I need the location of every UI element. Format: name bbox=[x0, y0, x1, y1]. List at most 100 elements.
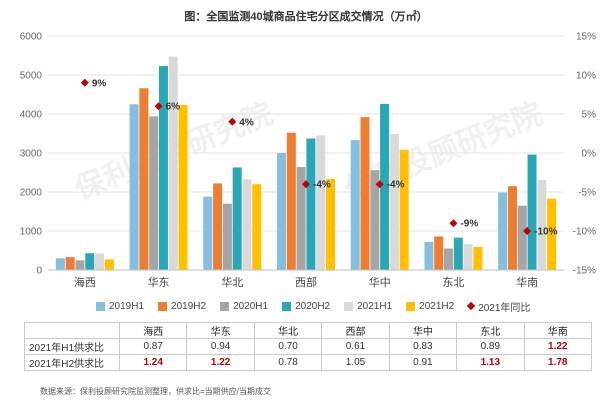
table-cell: 0.94 bbox=[186, 338, 255, 355]
legend-swatch bbox=[96, 301, 105, 311]
bar-2020H1 bbox=[75, 260, 85, 270]
yoy-marker bbox=[80, 78, 89, 87]
category-label: 华北 bbox=[221, 275, 243, 289]
yoy-marker bbox=[523, 227, 532, 235]
bar-2020H2 bbox=[158, 66, 168, 270]
yoy-marker bbox=[375, 180, 384, 189]
legend-item-yoy: 2021年同比 bbox=[466, 299, 531, 314]
y2-tick-label: 0% bbox=[582, 149, 597, 160]
table-column-header: 西部 bbox=[321, 322, 390, 339]
bar-2020H1 bbox=[222, 203, 232, 270]
legend-swatch bbox=[220, 301, 230, 311]
table-cell: 0.89 bbox=[456, 338, 525, 355]
table-corner-cell bbox=[24, 322, 120, 339]
bar-2020H1 bbox=[296, 167, 306, 270]
legend-swatch bbox=[158, 301, 168, 311]
bar-2021H1 bbox=[463, 244, 473, 270]
y2-tick-label: 5% bbox=[582, 110, 597, 121]
bar-2020H2 bbox=[85, 253, 95, 270]
bar-2021H1 bbox=[242, 179, 252, 270]
legend: 2019H1 2019H2 2020H1 2020H2 2021H1 2021H2 2021… bbox=[96, 298, 596, 314]
y-tick-label: 5000 bbox=[20, 71, 43, 82]
bar-2021H2 bbox=[399, 149, 409, 270]
y2-tick-label: 15% bbox=[576, 32, 596, 43]
table-cell: 0.78 bbox=[253, 354, 323, 371]
table-row-label: 2021年H2供求比 bbox=[24, 354, 120, 371]
table-column-header: 华北 bbox=[253, 322, 323, 339]
bar-2021H2 bbox=[252, 184, 262, 270]
table-row: 2021年H1供求比 0.87 0.94 0.70 0.61 0.83 0.89 1.22 bbox=[24, 338, 593, 355]
bar-2019H2 bbox=[434, 236, 444, 270]
y-tick-label: 2000 bbox=[20, 188, 43, 199]
yoy-marker bbox=[449, 219, 458, 228]
yoy-label: -4% bbox=[313, 180, 331, 191]
legend-item-2019H2: 2019H2 bbox=[158, 301, 206, 312]
legend-swatch bbox=[406, 301, 416, 311]
legend-diamond-icon bbox=[466, 301, 476, 311]
table-column-header: 华中 bbox=[388, 322, 458, 339]
table-column-header: 东北 bbox=[456, 322, 525, 339]
bar-2021H2 bbox=[178, 105, 188, 270]
axes: 0 1000 2000 3000 4000 5000 6000 -15% -10% -5% 0% 5%… bbox=[20, 32, 596, 290]
bar-2020H2 bbox=[380, 103, 390, 270]
legend-label: 2019H1 bbox=[109, 300, 145, 312]
y-tick-label: 0 bbox=[36, 266, 42, 277]
table-column-header: 海西 bbox=[118, 322, 188, 339]
legend-label: 2021年同比 bbox=[478, 302, 531, 314]
bar-2021H2 bbox=[326, 179, 335, 270]
category-label: 东北 bbox=[442, 276, 464, 289]
table-header-row: 海西 华东 华北 西部 华中 东北 华南 bbox=[24, 322, 593, 339]
bar-2020H2 bbox=[527, 154, 537, 270]
table-row: 2021年H2供求比 1.24 1.22 0.78 1.05 0.91 1.13 1.78 bbox=[24, 354, 593, 371]
bar-2019H1 bbox=[424, 241, 434, 270]
legend-item-2021H1: 2021H1 bbox=[344, 301, 392, 312]
bar-2021H2 bbox=[104, 259, 114, 270]
legend-item-2021H2: 2021H2 bbox=[406, 301, 454, 312]
table-cell: 1.24 bbox=[118, 354, 188, 371]
y2-tick-label: -15% bbox=[573, 266, 596, 277]
table-cell: 1.78 bbox=[523, 354, 593, 371]
table-cell: 1.05 bbox=[321, 354, 390, 371]
bar-2021H1 bbox=[537, 179, 547, 270]
bar-2019H1 bbox=[129, 104, 139, 270]
bar-2020H2 bbox=[453, 237, 463, 270]
table-cell: 1.13 bbox=[456, 354, 525, 371]
bar-2020H1 bbox=[370, 170, 380, 270]
table-cell: 0.61 bbox=[321, 338, 390, 355]
bar-2021H2 bbox=[473, 246, 483, 270]
yoy-label: 4% bbox=[239, 117, 254, 128]
bar-2019H1 bbox=[498, 192, 508, 270]
bar-2021H1 bbox=[168, 56, 178, 270]
table-cell: 1.22 bbox=[523, 338, 593, 355]
bar-2019H2 bbox=[65, 257, 75, 270]
y2-tick-label: -5% bbox=[578, 188, 596, 199]
table-cell: 0.70 bbox=[253, 338, 323, 355]
yoy-marker bbox=[302, 180, 310, 189]
bar-2019H1 bbox=[350, 140, 360, 270]
y-tick-label: 6000 bbox=[20, 32, 43, 43]
yoy-label: 9% bbox=[92, 78, 107, 89]
legend-label: 2021H2 bbox=[419, 300, 455, 312]
category-label: 华中 bbox=[369, 275, 391, 289]
table-cell: 0.91 bbox=[388, 354, 458, 371]
yoy-label: -9% bbox=[460, 219, 478, 230]
yoy-label: -10% bbox=[534, 227, 557, 238]
bar-2019H1 bbox=[203, 196, 213, 270]
legend-item-2020H1: 2020H1 bbox=[220, 301, 268, 312]
table-cell: 0.87 bbox=[118, 338, 188, 355]
bar-2021H2 bbox=[547, 198, 557, 270]
bar-2019H2 bbox=[286, 132, 296, 270]
bar-2021H1 bbox=[316, 135, 326, 270]
bar-2019H2 bbox=[360, 117, 370, 271]
bar-2020H1 bbox=[517, 205, 527, 270]
legend-swatch bbox=[282, 301, 292, 311]
bar-chart: 0 1000 2000 3000 4000 5000 6000 -15% -10% -5% 0% 5%… bbox=[20, 32, 596, 290]
category-label: 华南 bbox=[516, 275, 538, 289]
chart-title: 图：全国监测40城商品住宅分区成交情况（万㎡） bbox=[184, 11, 428, 23]
table-row-label: 2021年H1供求比 bbox=[24, 338, 120, 355]
bar-2019H2 bbox=[507, 186, 517, 270]
bar-2020H2 bbox=[306, 138, 316, 270]
legend-label: 2019H2 bbox=[171, 300, 207, 312]
legend-item-2020H2: 2020H2 bbox=[282, 301, 330, 312]
category-label: 西部 bbox=[295, 275, 317, 289]
